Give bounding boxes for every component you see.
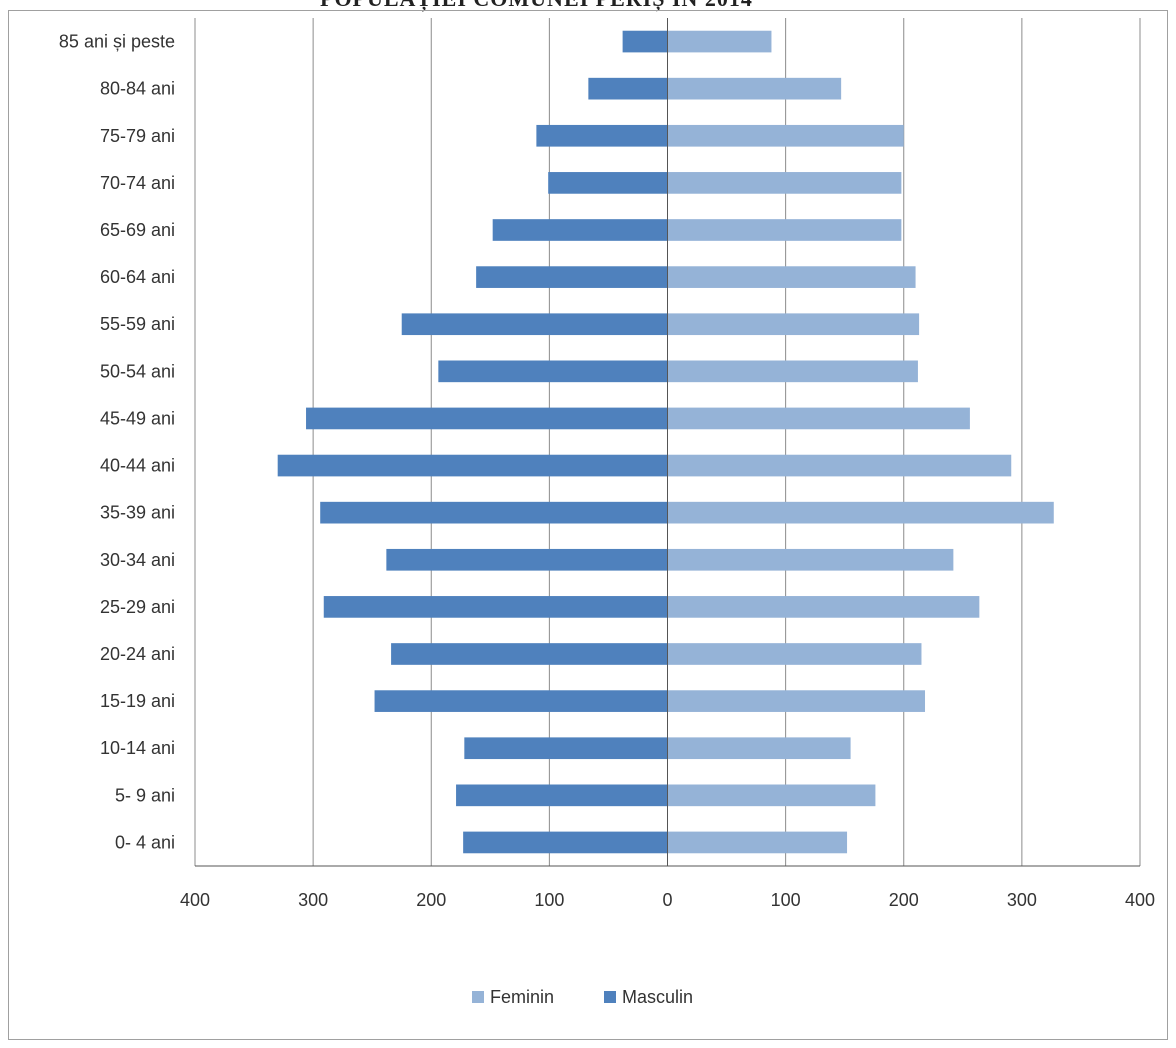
legend-label-masculin: Masculin <box>622 987 693 1007</box>
bar-feminin <box>667 737 851 760</box>
bar-feminin <box>667 407 970 430</box>
bar-masculin <box>386 548 668 571</box>
legend-label-feminin: Feminin <box>490 987 554 1007</box>
bar-masculin <box>622 30 668 53</box>
bar-feminin <box>667 596 980 618</box>
bar-masculin <box>401 313 668 336</box>
category-label: 70-74 ani <box>100 173 175 193</box>
bar-feminin <box>667 454 1012 477</box>
x-tick-label: 300 <box>1007 890 1037 910</box>
bar-masculin <box>391 643 668 665</box>
bar-masculin <box>536 124 668 147</box>
bar-masculin <box>306 407 668 430</box>
bar-masculin <box>588 77 668 100</box>
category-label: 20-24 ani <box>100 644 175 664</box>
bar-masculin <box>492 219 668 241</box>
category-label: 0- 4 ani <box>115 832 175 852</box>
bar-feminin <box>667 266 916 288</box>
bar-feminin <box>667 30 772 53</box>
bar-masculin <box>548 172 668 194</box>
bar-feminin <box>667 784 876 807</box>
x-tick-label: 100 <box>771 890 801 910</box>
category-label: 15-19 ani <box>100 691 175 711</box>
chart-frame <box>8 10 1168 1040</box>
bars <box>277 30 1054 854</box>
bar-feminin <box>667 172 902 194</box>
bar-feminin <box>667 219 902 241</box>
bar-feminin <box>667 124 904 147</box>
bar-masculin <box>277 454 668 477</box>
bar-masculin <box>463 831 668 854</box>
category-label: 80-84 ani <box>100 79 175 99</box>
category-label: 10-14 ani <box>100 738 175 758</box>
bar-masculin <box>320 501 668 524</box>
x-tick-label: 100 <box>534 890 564 910</box>
x-tick-label: 400 <box>180 890 210 910</box>
bar-masculin <box>438 360 668 383</box>
x-tick-label: 0 <box>662 890 672 910</box>
category-label: 65-69 ani <box>100 220 175 240</box>
legend: Feminin Masculin <box>472 987 693 1007</box>
category-labels: 85 ani și peste 80-84 ani 75-79 ani 70-74 a… <box>59 32 175 853</box>
category-label: 50-54 ani <box>100 361 175 381</box>
x-tick-label: 200 <box>416 890 446 910</box>
bar-feminin <box>667 690 926 712</box>
category-label: 55-59 ani <box>100 314 175 334</box>
category-label: 30-34 ani <box>100 550 175 570</box>
x-tick-label: 300 <box>298 890 328 910</box>
category-label: 40-44 ani <box>100 456 175 476</box>
category-label: 5- 9 ani <box>115 785 175 805</box>
bar-masculin <box>456 784 668 807</box>
category-label: 35-39 ani <box>100 503 175 523</box>
category-label: 60-64 ani <box>100 267 175 287</box>
category-label: 85 ani și peste <box>59 32 175 52</box>
bar-masculin <box>464 737 668 760</box>
category-label: 75-79 ani <box>100 126 175 146</box>
x-axis: 400 300 200 100 0 100 200 300 400 <box>180 18 1155 910</box>
category-label: 45-49 ani <box>100 408 175 428</box>
category-label: 25-29 ani <box>100 597 175 617</box>
bar-feminin <box>667 501 1054 524</box>
bar-masculin <box>476 266 668 288</box>
bar-masculin <box>323 596 668 618</box>
x-tick-label: 200 <box>889 890 919 910</box>
legend-swatch-feminin <box>472 991 484 1003</box>
bar-feminin <box>667 831 848 854</box>
chart-title: POPULAȚIEI COMUNEI PERIȘ ÎN 2014 <box>320 0 1040 12</box>
bar-feminin <box>667 77 842 100</box>
bar-masculin <box>374 690 668 712</box>
bar-feminin <box>667 360 918 383</box>
legend-swatch-masculin <box>604 991 616 1003</box>
bar-feminin <box>667 643 922 665</box>
x-tick-label: 400 <box>1125 890 1155 910</box>
bar-feminin <box>667 548 954 571</box>
bar-feminin <box>667 313 920 336</box>
